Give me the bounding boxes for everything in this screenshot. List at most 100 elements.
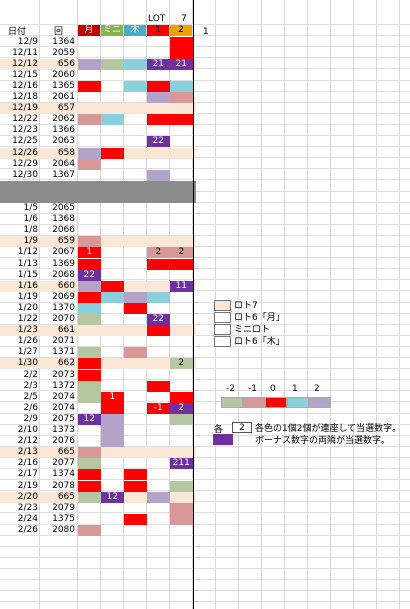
scale-swatch xyxy=(221,397,243,408)
table-row: 1/9 659 xyxy=(0,236,196,248)
value-cell xyxy=(147,291,170,303)
table-row: 12/19 657 xyxy=(0,103,196,115)
value-cell: 22 xyxy=(78,269,101,281)
table-row: 2/26 2080 xyxy=(0,524,196,536)
row-number: 2068 xyxy=(52,269,75,280)
table-row: 12/25 2063 22 xyxy=(0,136,196,148)
value-cell xyxy=(170,391,193,403)
table-row: 2/10 1373 xyxy=(0,425,196,437)
grid-col-line xyxy=(146,0,147,609)
row-date: 1/15 xyxy=(17,269,38,280)
value-cell xyxy=(147,92,170,104)
value-cell xyxy=(101,402,124,414)
table-row: 12/16 1365 xyxy=(0,80,196,92)
note-box: 2 xyxy=(232,422,252,433)
row-date: 2/16 xyxy=(17,458,38,469)
table-row: 12/26 658 xyxy=(0,147,196,159)
table-row: 12/22 2062 xyxy=(0,114,196,126)
row-date: 1/26 xyxy=(17,336,38,347)
row-number: 2074 xyxy=(52,402,75,413)
scale-label: -1 xyxy=(248,384,257,394)
grid-row-line xyxy=(0,90,410,92)
row-date: 2/23 xyxy=(17,502,38,513)
row-number: 1374 xyxy=(52,469,75,480)
value-cell xyxy=(101,291,124,303)
table-row: 2/23 2079 xyxy=(0,502,196,514)
row-number: 1369 xyxy=(52,258,75,269)
row-date: 1/23 xyxy=(17,325,38,336)
grid-row-line xyxy=(0,57,410,59)
row-date: 2/9 xyxy=(23,413,38,424)
table-row: 2/9 2075 12 xyxy=(0,413,196,425)
grid-row-line xyxy=(0,512,410,514)
grid-col-line xyxy=(353,0,354,609)
table-row: 1/5 2065 xyxy=(0,203,196,214)
value-cell xyxy=(78,447,101,459)
grid-row-line xyxy=(0,123,410,125)
row-number: 2063 xyxy=(52,136,75,147)
table-row: 1/30 662 2 xyxy=(0,358,196,370)
value-cell xyxy=(78,147,101,159)
value-cell: 12 xyxy=(78,413,101,425)
row-date: 12/19 xyxy=(12,103,38,114)
table-row: 1/22 2070 22 xyxy=(0,314,196,326)
value-cell xyxy=(124,480,147,492)
grid-row-line xyxy=(0,534,410,536)
column-divider xyxy=(193,0,194,609)
row-date: 1/6 xyxy=(23,214,38,225)
row-number: 1368 xyxy=(52,214,75,225)
header-mini: ミニ xyxy=(101,25,123,36)
grid-row-line xyxy=(0,567,410,569)
grid-row-line xyxy=(0,46,410,48)
header-moku: 木 xyxy=(124,25,146,36)
grid-row-line xyxy=(0,135,410,136)
row-date: 1/8 xyxy=(23,225,38,236)
grid-row-line xyxy=(0,146,410,148)
grid-row-line xyxy=(0,323,410,325)
table-row: 2/24 1375 xyxy=(0,513,196,525)
row-number: 2065 xyxy=(52,203,75,213)
value-cell xyxy=(78,258,101,270)
value-cell xyxy=(124,469,147,481)
row-date: 1/9 xyxy=(23,236,38,247)
grid-row-line xyxy=(0,112,410,114)
table-row: 1/12 2067 1 2 2 xyxy=(0,247,196,259)
grid-row-line xyxy=(0,101,410,103)
lot-label: LOT xyxy=(148,14,166,24)
number-header: 回 xyxy=(54,27,64,37)
grid-row-line xyxy=(0,357,410,358)
row-number: 1370 xyxy=(52,302,75,313)
row-number: 2077 xyxy=(52,458,75,469)
row-number: 2059 xyxy=(52,47,75,58)
row-number: 2076 xyxy=(52,436,75,447)
table-row: 2/13 665 xyxy=(0,447,196,459)
value-cell xyxy=(124,58,147,70)
row-date: 2/12 xyxy=(17,436,38,447)
row-number: 1371 xyxy=(52,347,75,358)
value-cell xyxy=(101,58,124,70)
value-cell: 21 xyxy=(170,58,193,70)
value-cell: -1 xyxy=(147,402,170,414)
value-cell xyxy=(124,291,147,303)
grid-row-line xyxy=(0,368,410,370)
row-date: 2/5 xyxy=(23,391,38,402)
row-number: 1365 xyxy=(52,80,75,91)
value-cell: 22 xyxy=(147,314,170,326)
grid-row-line xyxy=(0,234,410,236)
row-date: 2/20 xyxy=(17,491,38,502)
value-cell xyxy=(170,258,193,270)
value-cell: 2 xyxy=(170,402,193,414)
scale-swatch xyxy=(287,397,309,408)
separator-row xyxy=(0,180,196,192)
grid-row-line xyxy=(0,423,410,425)
row-number: 660 xyxy=(57,280,75,291)
legend-label: ロト6「木」 xyxy=(234,337,285,347)
value-cell xyxy=(170,80,193,92)
row-date: 2/26 xyxy=(17,524,38,535)
legend-swatch xyxy=(214,312,231,323)
legend-label: ミニロト xyxy=(234,325,271,335)
bonus-swatch xyxy=(213,434,233,445)
date-header: 日付 xyxy=(8,27,27,37)
value-cell xyxy=(170,36,193,48)
table-row: 2/3 1372 xyxy=(0,380,196,392)
